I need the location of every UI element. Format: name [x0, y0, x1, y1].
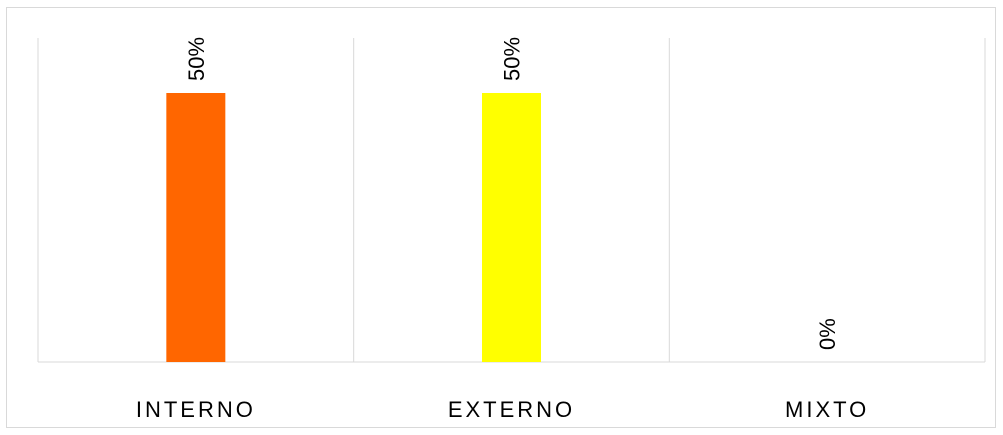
data-labels-group: 50% 50% 0% — [184, 37, 840, 350]
data-label-externo: 50% — [500, 37, 525, 81]
category-label-interno: INTERNO — [136, 397, 256, 422]
bars-group — [166, 93, 541, 362]
category-label-externo: EXTERNO — [448, 397, 575, 422]
category-labels-group: INTERNO EXTERNO MIXTO — [136, 397, 869, 422]
data-label-mixto: 0% — [815, 318, 840, 350]
bar-interno — [166, 93, 226, 362]
data-label-interno: 50% — [184, 37, 209, 81]
bar-externo — [482, 93, 541, 362]
category-label-mixto: MIXTO — [785, 397, 869, 422]
category-separators — [37, 38, 986, 362]
